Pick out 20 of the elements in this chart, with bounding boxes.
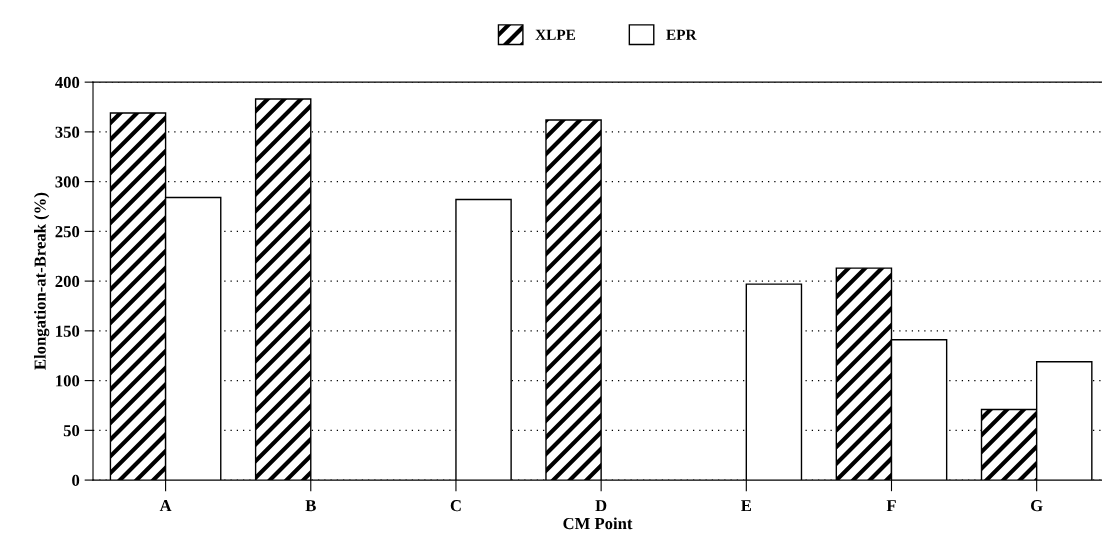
y-tick-label: 200 [55, 275, 80, 288]
x-tick-label: D [595, 500, 607, 512]
x-tick-label: F [886, 500, 896, 512]
y-axis-title: Elongation-at-Break (%) [34, 192, 50, 370]
x-axis-title: CM Point [563, 517, 633, 530]
x-tick-label: C [450, 500, 461, 512]
y-tick-label: 100 [56, 375, 80, 387]
x-tick-label: E [741, 500, 752, 512]
x-tick-label: A [159, 500, 172, 512]
y-tick-label: 0 [72, 474, 80, 487]
x-tick-label: G [1031, 500, 1043, 512]
y-tick-label: 50 [63, 425, 80, 437]
legend-label: EPR [666, 29, 697, 40]
legend-label: XLPE [535, 29, 576, 40]
y-tick-label: 250 [55, 226, 80, 238]
y-tick-label: 400 [55, 76, 80, 89]
y-tick-label: 350 [55, 126, 80, 138]
y-tick-label: 300 [55, 176, 80, 188]
x-tick-label: B [305, 500, 316, 512]
y-tick-label: 150 [56, 325, 80, 337]
